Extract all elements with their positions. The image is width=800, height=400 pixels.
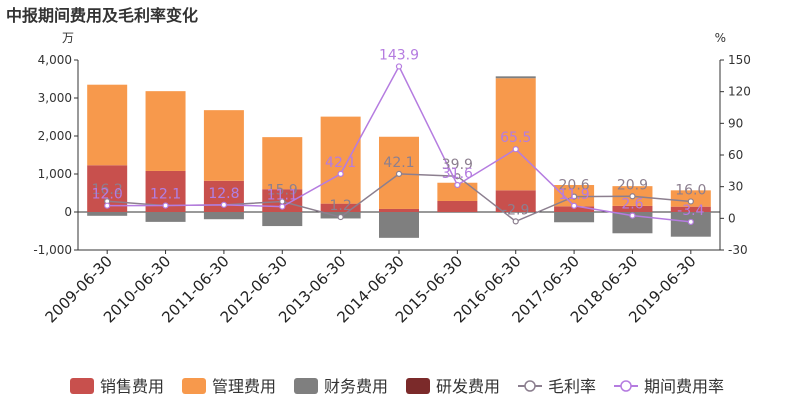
bar-segment: [320, 116, 361, 204]
bar-segment: [87, 212, 128, 216]
data-label: 12.1: [150, 187, 181, 203]
bar-segment: [262, 212, 303, 227]
data-label: -2.9: [502, 202, 529, 218]
legend-label: 销售费用: [100, 377, 164, 396]
right-tick-label: 0: [728, 211, 736, 225]
data-label: 15.9: [267, 183, 298, 199]
legend-swatch: [294, 378, 318, 394]
line-point: [629, 212, 636, 219]
bar-segment: [495, 78, 536, 191]
data-label: 42.1: [325, 155, 356, 171]
data-label-layer: 16.2 12.1 12.8 15.9 1.2 42.1 39.9 -2.9 20.6 20.9 1…: [92, 47, 707, 218]
data-label: 2.6: [621, 197, 643, 213]
line-point: [512, 146, 519, 153]
legend-swatch: [182, 378, 206, 394]
left-tick-label: 0: [64, 205, 72, 219]
line-point: [104, 202, 111, 209]
data-label: 20.6: [559, 178, 590, 194]
right-tick-label: 120: [728, 85, 751, 99]
legend-label: 研发费用: [436, 377, 500, 396]
line-point: [570, 202, 578, 209]
right-tick-label: 60: [728, 148, 743, 162]
line-point: [454, 173, 461, 180]
bar-segment: [87, 84, 128, 166]
chart-title: 中报期间费用及毛利率变化: [6, 6, 199, 25]
line-point: [395, 63, 403, 70]
legend-swatch: [406, 378, 430, 394]
left-tick-label: 2,000: [38, 129, 72, 143]
line-point: [395, 170, 403, 177]
data-label: 11.1: [267, 188, 298, 204]
bar-segment: [379, 208, 419, 212]
bar-segment: [612, 205, 653, 212]
right-tick-label: -30: [728, 243, 748, 257]
line-point: [220, 201, 228, 208]
data-label: -3.4: [677, 203, 704, 219]
right-tick-label: 30: [728, 180, 743, 194]
line-point: [629, 193, 636, 200]
data-label: 12.1: [150, 187, 181, 203]
data-label: 31.6: [442, 166, 473, 182]
bar-segment: [203, 110, 244, 181]
data-label: 12.0: [92, 187, 123, 203]
line-point: [570, 193, 578, 200]
left-axis-unit: 万: [62, 31, 74, 45]
left-tick-label: 1,000: [38, 167, 72, 181]
legend-label: 期间费用率: [644, 377, 724, 396]
line-point: [687, 218, 694, 226]
right-tick-label: 90: [728, 116, 743, 130]
data-label: 12.8: [208, 186, 239, 202]
bar-segment: [437, 182, 478, 201]
legend-label: 财务费用: [324, 377, 388, 396]
legend-label: 毛利率: [548, 377, 596, 396]
line-layer: [104, 63, 694, 226]
legend-swatch: [70, 378, 94, 394]
line-point: [687, 198, 694, 205]
data-label: 12.8: [208, 186, 239, 202]
legend: 销售费用 管理费用 财务费用 研发费用 毛利率 期间费用率: [70, 377, 724, 396]
bar-segment: [320, 203, 361, 212]
legend-marker: [524, 380, 536, 392]
left-tick-label: 4,000: [38, 53, 72, 67]
right-tick-label: 150: [728, 53, 751, 67]
line-point: [337, 213, 344, 221]
data-label: 20.9: [617, 177, 648, 193]
bar-segment: [262, 137, 303, 190]
bar-segment: [495, 76, 536, 79]
right-axis-unit: %: [715, 31, 726, 45]
bar-segment: [145, 91, 186, 171]
data-label: 42.1: [383, 155, 414, 171]
bar-segment: [203, 212, 244, 220]
bar-segment: [495, 190, 536, 212]
bar-segment: [554, 212, 595, 223]
bar-segment: [670, 206, 711, 212]
line-point: [454, 181, 461, 189]
legend-label: 管理费用: [212, 377, 276, 396]
data-label: 1.2: [330, 198, 352, 214]
data-label: 39.9: [442, 157, 473, 173]
line-point: [162, 202, 169, 209]
data-label: 143.9: [379, 47, 419, 63]
data-label: 65.5: [500, 130, 531, 146]
line-point: [337, 170, 344, 177]
data-label: 16.0: [675, 182, 706, 198]
legend-marker: [620, 380, 632, 392]
line-point: [279, 203, 286, 210]
bar-segment: [379, 212, 419, 238]
left-tick-label: 3,000: [38, 91, 72, 105]
bar-segment: [145, 212, 186, 222]
left-tick-label: -1,000: [33, 243, 72, 257]
bar-segment: [437, 200, 478, 212]
bar-segment: [554, 206, 595, 212]
data-label: 11.9: [559, 187, 590, 203]
line-point: [512, 218, 519, 225]
data-label: 16.2: [92, 182, 123, 198]
